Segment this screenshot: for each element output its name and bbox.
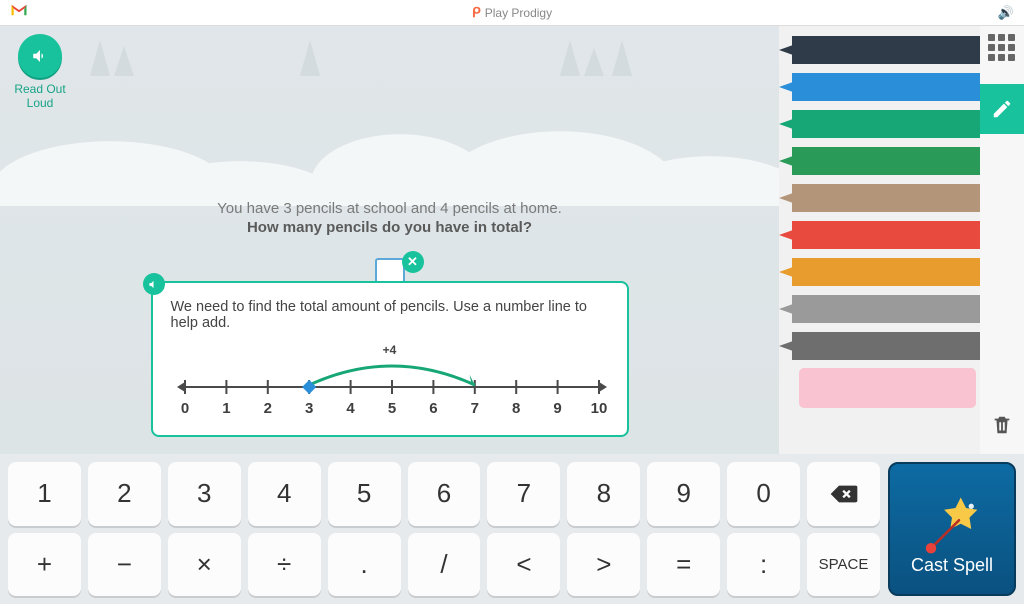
svg-text:6: 6 xyxy=(429,400,437,417)
number-line: +4 0 1 2 3 4 5 6 7 8 9 10 xyxy=(171,345,609,423)
speaker-icon xyxy=(31,47,49,65)
svg-text:10: 10 xyxy=(590,400,607,417)
main-content: Read Out Loud You have 3 pencils at scho… xyxy=(0,26,779,454)
keyboard: 1234567890 +−×÷./<>=:SPACE Cast Spell xyxy=(0,454,1024,604)
key-+[interactable]: + xyxy=(8,533,81,597)
key-4[interactable]: 4 xyxy=(248,462,321,526)
grid-tool-button[interactable] xyxy=(988,34,1016,62)
color-pencil-2[interactable] xyxy=(779,106,980,142)
svg-text:5: 5 xyxy=(387,400,395,417)
svg-text:1: 1 xyxy=(222,400,230,417)
read-out-loud-label: Read Out Loud xyxy=(10,82,70,111)
trash-button[interactable] xyxy=(991,413,1013,442)
svg-text:8: 8 xyxy=(512,400,520,417)
cast-spell-button[interactable]: Cast Spell xyxy=(888,462,1016,596)
pencil-icon xyxy=(991,98,1013,120)
speaker-icon xyxy=(148,279,159,290)
key->[interactable]: > xyxy=(567,533,640,597)
keys-grid: 1234567890 +−×÷./<>=:SPACE xyxy=(8,462,880,596)
color-pencil-1[interactable] xyxy=(779,69,980,105)
key-<[interactable]: < xyxy=(487,533,560,597)
color-pencil-5[interactable] xyxy=(779,217,980,253)
key-:[interactable]: : xyxy=(727,533,800,597)
gmail-icon xyxy=(10,3,28,22)
page-title: ᑭ Play Prodigy xyxy=(472,4,552,21)
svg-text:3: 3 xyxy=(305,400,313,417)
background-clouds xyxy=(0,26,779,206)
color-pencil-8[interactable] xyxy=(779,328,980,364)
page-title-text: Play Prodigy xyxy=(485,6,552,20)
hint-text: We need to find the total amount of penc… xyxy=(171,299,609,331)
color-pencil-7[interactable] xyxy=(779,291,980,327)
svg-text:0: 0 xyxy=(180,400,188,417)
key-÷[interactable]: ÷ xyxy=(248,533,321,597)
question-line1: You have 3 pencils at school and 4 penci… xyxy=(0,200,779,217)
svg-text:7: 7 xyxy=(470,400,478,417)
key-0[interactable]: 0 xyxy=(727,462,800,526)
read-out-loud: Read Out Loud xyxy=(10,34,70,111)
key-=[interactable]: = xyxy=(647,533,720,597)
svg-text:4: 4 xyxy=(346,400,355,417)
hint-panel: We need to find the total amount of penc… xyxy=(151,281,629,437)
key-8[interactable]: 8 xyxy=(567,462,640,526)
answer-close-button[interactable]: ✕ xyxy=(402,251,424,273)
browser-bar: ᑭ Play Prodigy 🔊 xyxy=(0,0,1024,26)
color-pencil-6[interactable] xyxy=(779,254,980,290)
key-1[interactable]: 1 xyxy=(8,462,81,526)
system-volume-icon[interactable]: 🔊 xyxy=(998,5,1014,21)
key-−[interactable]: − xyxy=(88,533,161,597)
wand-icon xyxy=(917,487,987,557)
key-5[interactable]: 5 xyxy=(328,462,401,526)
read-out-loud-button[interactable] xyxy=(18,34,62,78)
key-×[interactable]: × xyxy=(168,533,241,597)
pencil-tool-button[interactable] xyxy=(980,84,1024,134)
hint-read-button[interactable] xyxy=(143,273,165,295)
prodigy-logo-icon: ᑭ xyxy=(472,4,481,21)
cast-spell-label: Cast Spell xyxy=(911,555,993,576)
svg-text:2: 2 xyxy=(263,400,271,417)
key-space[interactable]: SPACE xyxy=(807,533,880,597)
svg-text:9: 9 xyxy=(553,400,561,417)
drawing-sidebar xyxy=(779,26,1024,454)
key-backspace[interactable] xyxy=(807,462,880,526)
arc-label: +4 xyxy=(383,343,397,357)
tools-column xyxy=(980,26,1024,454)
key-3[interactable]: 3 xyxy=(168,462,241,526)
question-line2: How many pencils do you have in total? xyxy=(0,219,779,236)
key-7[interactable]: 7 xyxy=(487,462,560,526)
trash-icon xyxy=(991,413,1013,437)
key-2[interactable]: 2 xyxy=(88,462,161,526)
color-pencil-0[interactable] xyxy=(779,32,980,68)
color-palette xyxy=(779,26,980,454)
key-/[interactable]: / xyxy=(408,533,481,597)
color-pencil-4[interactable] xyxy=(779,180,980,216)
key-9[interactable]: 9 xyxy=(647,462,720,526)
question-text: You have 3 pencils at school and 4 penci… xyxy=(0,200,779,236)
color-pencil-3[interactable] xyxy=(779,143,980,179)
key-6[interactable]: 6 xyxy=(408,462,481,526)
eraser-tool[interactable] xyxy=(799,368,976,408)
key-.[interactable]: . xyxy=(328,533,401,597)
